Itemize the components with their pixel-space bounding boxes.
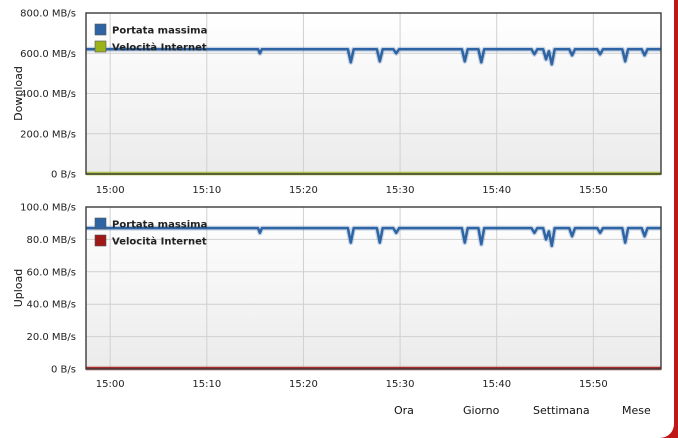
- traffic-charts: 800.0 MB/s 600.0 MB/s 400.0 MB/s 200.0 MB/s…: [12, 9, 662, 390]
- upload-legend-swatch-0: [94, 217, 107, 230]
- download-legend-label-1: Velocità Internet: [112, 42, 207, 54]
- upload-x-tick-label: 15:40: [482, 379, 511, 390]
- download-x-tick-label: 15:40: [482, 185, 511, 196]
- upload-x-tick-label: 15:50: [579, 379, 608, 390]
- time-range-selector: Ora Giorno Settimana Mese: [0, 404, 674, 428]
- download-plot-frame: [85, 12, 662, 175]
- download-series-line-0: [86, 47, 661, 66]
- upload-legend-label-1: Velocità Internet: [112, 236, 207, 248]
- upload-x-tick-label: 15:00: [96, 379, 125, 390]
- upload-chart: 100.0 MB/s 80.0 MB/s 60.0 MB/s 40.0 MB/s 20.…: [12, 203, 662, 390]
- download-y-tick-label: 400.0 MB/s: [20, 89, 76, 100]
- range-link-mese[interactable]: Mese: [622, 404, 651, 417]
- download-legend-swatch-0: [94, 23, 107, 36]
- upload-y-tick-label: 40.0 MB/s: [26, 300, 76, 311]
- upload-legend-label-0: Portata massima: [112, 220, 207, 231]
- upload-y-tick-label: 60.0 MB/s: [26, 267, 76, 278]
- download-legend: Portata massima Velocità Internet: [94, 23, 207, 54]
- range-link-giorno[interactable]: Giorno: [463, 404, 500, 417]
- download-legend-label-0: Portata massima: [112, 26, 207, 37]
- range-link-settimana[interactable]: Settimana: [533, 404, 590, 417]
- upload-y-tick-label: 0 B/s: [51, 365, 76, 376]
- upload-y-axis-label: Upload: [12, 269, 25, 308]
- upload-plot-frame: [85, 206, 662, 370]
- upload-legend-swatch-1: [94, 234, 107, 247]
- upload-x-tick-label: 15:10: [192, 379, 221, 390]
- download-y-tick-label: 800.0 MB/s: [20, 9, 76, 20]
- download-legend-swatch-1: [94, 40, 107, 53]
- upload-y-tick-label: 80.0 MB/s: [26, 235, 76, 246]
- download-y-axis-label: Download: [12, 66, 25, 121]
- download-x-tick-label: 15:50: [579, 185, 608, 196]
- upload-x-tick-label: 15:20: [289, 379, 318, 390]
- upload-legend: Portata massima Velocità Internet: [94, 217, 207, 248]
- download-x-tick-label: 15:30: [386, 185, 415, 196]
- download-chart: 800.0 MB/s 600.0 MB/s 400.0 MB/s 200.0 MB/s…: [12, 9, 662, 196]
- upload-plot-area: [86, 207, 661, 369]
- download-y-tick-label: 0 B/s: [51, 170, 76, 181]
- download-y-tick-label: 600.0 MB/s: [20, 49, 76, 60]
- download-x-tick-label: 15:00: [96, 185, 125, 196]
- upload-y-tick-label: 20.0 MB/s: [26, 332, 76, 343]
- download-x-tick-label: 15:10: [192, 185, 221, 196]
- upload-series-line-0: [86, 226, 661, 248]
- range-link-ora[interactable]: Ora: [394, 404, 414, 417]
- download-x-tick-label: 15:20: [289, 185, 318, 196]
- upload-x-tick-label: 15:30: [386, 379, 415, 390]
- upload-y-tick-label: 100.0 MB/s: [20, 203, 76, 214]
- download-y-tick-label: 200.0 MB/s: [20, 129, 76, 140]
